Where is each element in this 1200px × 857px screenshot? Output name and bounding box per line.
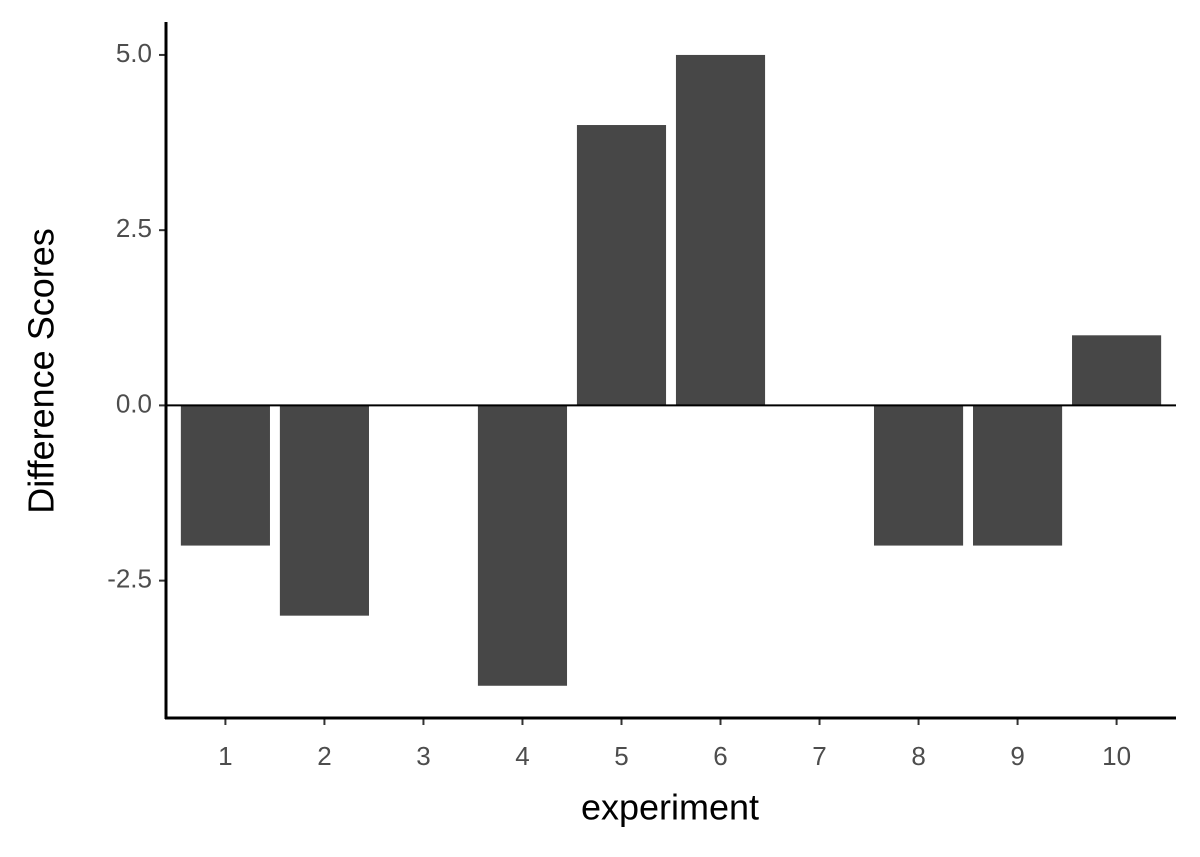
x-tick-label: 9 [1010, 741, 1024, 771]
y-tick-label: 2.5 [116, 213, 152, 243]
y-tick-label: 0.0 [116, 388, 152, 418]
x-tick-label: 10 [1102, 741, 1131, 771]
x-tick-label: 2 [317, 741, 331, 771]
x-tick-label: 5 [614, 741, 628, 771]
x-axis-title: experiment [581, 787, 759, 828]
bar [576, 125, 667, 406]
bar [973, 405, 1063, 546]
x-tick-label: 7 [812, 741, 826, 771]
bar [477, 405, 568, 686]
x-tick-label: 4 [515, 741, 529, 771]
y-tick-label: -2.5 [107, 563, 152, 593]
bar [1072, 335, 1162, 406]
bar [873, 405, 964, 546]
bar [675, 54, 766, 406]
bar [279, 405, 369, 616]
x-tick-label: 1 [218, 741, 232, 771]
bar [180, 405, 270, 546]
y-tick-label: 5.0 [116, 38, 152, 68]
y-axis-title: Difference Scores [21, 228, 62, 513]
x-tick-label: 3 [416, 741, 430, 771]
x-tick-label: 8 [911, 741, 925, 771]
x-tick-label: 6 [713, 741, 727, 771]
